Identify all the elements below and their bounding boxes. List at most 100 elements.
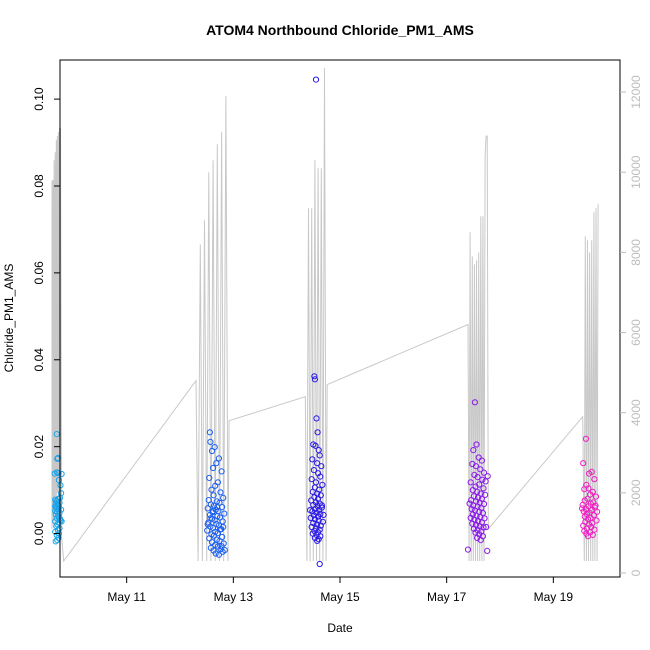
data-point [482, 478, 489, 485]
data-point [581, 486, 588, 493]
data-point [221, 547, 228, 554]
y-tick-label: 0.08 [32, 174, 46, 198]
data-point [312, 76, 320, 83]
data-point [210, 507, 217, 515]
data-point [55, 470, 62, 477]
y2-tick-label: 4000 [629, 399, 643, 426]
data-point [585, 485, 592, 492]
data-point [479, 476, 486, 483]
data-point [308, 476, 315, 483]
data-point [207, 438, 214, 445]
data-point [309, 456, 316, 463]
data-point [210, 492, 217, 499]
data-point [592, 502, 599, 509]
data-point [207, 515, 214, 522]
data-point [204, 521, 211, 528]
data-point [317, 522, 324, 529]
x-tick-label: May 17 [427, 590, 467, 604]
data-point [52, 503, 59, 510]
x-axis: May 11 May 13 May 15 May 17 May 19 [107, 577, 573, 604]
data-point [484, 547, 491, 555]
data-point [592, 493, 600, 500]
data-point [221, 510, 228, 517]
data-point [310, 467, 317, 474]
data-point [483, 523, 490, 531]
data-point [582, 435, 590, 442]
data-point [204, 527, 211, 534]
y-axis-left: 0.00 0.02 0.04 0.06 0.08 0.10 [32, 87, 60, 545]
data-point [314, 537, 321, 545]
data-point [477, 537, 484, 544]
data-point [214, 504, 221, 511]
altitude-series [51, 67, 599, 563]
plot-frame [59, 59, 621, 578]
data-point [315, 536, 322, 543]
data-point [310, 520, 317, 527]
data-point [54, 454, 62, 462]
data-point [474, 488, 481, 495]
y-axis-label: Chloride_PM1_AMS [2, 264, 16, 373]
data-point [318, 502, 325, 509]
y2-tick-label: 8000 [629, 239, 643, 266]
data-point [208, 447, 216, 455]
data-point [314, 521, 321, 528]
data-point [320, 511, 327, 519]
data-point [52, 538, 59, 545]
data-point [217, 489, 224, 496]
data-point [470, 525, 477, 532]
x-tick-label: May 19 [534, 590, 574, 604]
y2-tick-label: 0 [629, 569, 643, 576]
data-point [480, 485, 487, 492]
data-point [52, 528, 59, 535]
data-point [594, 508, 601, 515]
data-point [467, 479, 474, 486]
data-point [482, 491, 489, 498]
x-axis-label: Date [327, 621, 353, 635]
data-point [313, 415, 320, 422]
data-point [58, 518, 65, 525]
y-tick-label: 0.04 [32, 348, 46, 372]
chart-title: ATOM4 Northbound Chloride_PM1_AMS [206, 22, 474, 38]
data-point [218, 468, 225, 475]
data-point [591, 476, 598, 483]
data-point [218, 543, 225, 550]
x-tick-label: May 11 [107, 590, 146, 604]
data-point [316, 452, 323, 459]
data-point [220, 494, 227, 501]
data-point [466, 500, 473, 507]
data-point [307, 507, 314, 514]
data-point [215, 551, 222, 558]
data-point [204, 505, 211, 512]
data-point [475, 454, 482, 461]
data-point [315, 517, 322, 524]
y-tick-label: 0.02 [32, 435, 46, 459]
data-point [467, 514, 474, 522]
y2-tick-label: 6000 [629, 319, 643, 346]
data-point [584, 533, 592, 540]
data-point [472, 463, 480, 470]
data-point [307, 514, 314, 522]
data-point [55, 495, 62, 502]
data-point [579, 505, 586, 512]
data-point [312, 442, 319, 449]
data-point [207, 501, 214, 508]
data-point [58, 470, 65, 478]
data-point [208, 486, 215, 493]
data-point [473, 441, 480, 448]
data-point [586, 470, 593, 477]
x-tick-label: May 15 [320, 590, 360, 604]
data-point [210, 464, 217, 472]
data-point [477, 466, 484, 473]
altitude-line [51, 67, 599, 563]
data-point [484, 473, 491, 480]
data-point [464, 546, 472, 553]
data-point [212, 550, 219, 557]
data-point [206, 474, 213, 481]
data-point [591, 526, 598, 533]
data-point [314, 460, 321, 467]
data-point [478, 457, 485, 464]
data-point [215, 455, 222, 462]
data-point [220, 523, 227, 531]
x-tick-label: May 13 [214, 590, 254, 604]
